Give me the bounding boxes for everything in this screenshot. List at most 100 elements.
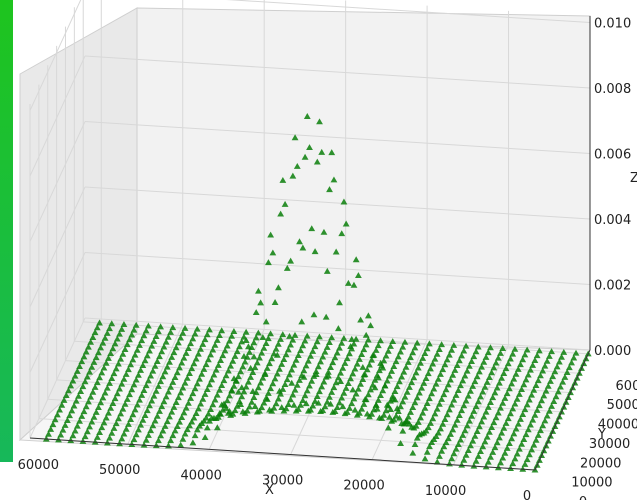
data-point bbox=[272, 400, 280, 407]
data-point bbox=[276, 387, 283, 394]
data-point bbox=[279, 176, 287, 183]
data-point bbox=[259, 374, 267, 381]
data-point bbox=[80, 353, 88, 360]
data-point bbox=[410, 374, 418, 381]
data-point bbox=[336, 299, 343, 306]
data-point bbox=[200, 365, 208, 372]
data-point bbox=[132, 431, 140, 438]
data-point bbox=[178, 359, 186, 366]
data-point bbox=[71, 372, 79, 379]
data-point bbox=[383, 377, 391, 384]
data-point bbox=[149, 422, 157, 429]
x-tick-label: 0 bbox=[523, 489, 531, 500]
data-point bbox=[148, 397, 156, 404]
data-point bbox=[531, 357, 539, 364]
data-point bbox=[85, 343, 92, 350]
data-point bbox=[141, 357, 149, 364]
data-point bbox=[521, 406, 529, 413]
data-point bbox=[483, 433, 491, 440]
data-point bbox=[165, 388, 172, 395]
data-point bbox=[401, 393, 409, 400]
data-point bbox=[490, 419, 498, 426]
data-point bbox=[119, 405, 127, 412]
data-point bbox=[257, 299, 265, 306]
data-point bbox=[511, 455, 519, 462]
data-point bbox=[539, 367, 547, 374]
data-point bbox=[450, 341, 458, 348]
data-point bbox=[544, 382, 552, 389]
data-point bbox=[178, 414, 186, 421]
data-point bbox=[452, 391, 460, 398]
data-point bbox=[82, 348, 90, 355]
data-point bbox=[509, 350, 517, 357]
gridline-z-back bbox=[84, 186, 591, 220]
data-point bbox=[169, 432, 177, 439]
data-point bbox=[255, 287, 262, 294]
data-point bbox=[488, 424, 496, 430]
data-point bbox=[311, 343, 319, 350]
data-point bbox=[470, 353, 478, 360]
data-point bbox=[440, 391, 448, 398]
data-point bbox=[322, 313, 330, 320]
data-point bbox=[495, 379, 503, 386]
data-point bbox=[300, 367, 308, 374]
data-point bbox=[152, 333, 160, 340]
data-point bbox=[469, 437, 477, 444]
data-point bbox=[362, 331, 370, 338]
data-point bbox=[528, 446, 536, 453]
data-point bbox=[288, 366, 296, 373]
data-point bbox=[413, 394, 421, 401]
data-point bbox=[358, 405, 366, 412]
data-point bbox=[352, 335, 360, 342]
data-point bbox=[507, 355, 514, 362]
data-point bbox=[439, 420, 447, 427]
data-point bbox=[407, 354, 414, 361]
data-point bbox=[451, 366, 459, 373]
data-point bbox=[460, 402, 468, 409]
data-point bbox=[454, 387, 462, 394]
data-point bbox=[254, 329, 262, 336]
data-point bbox=[138, 337, 146, 344]
data-point bbox=[291, 331, 299, 338]
data-point bbox=[336, 344, 343, 351]
data-point bbox=[230, 382, 238, 389]
data-point bbox=[449, 371, 457, 378]
data-point bbox=[432, 380, 440, 387]
data-point bbox=[398, 373, 406, 380]
gridline-z-back bbox=[84, 317, 591, 351]
data-point bbox=[228, 332, 236, 339]
data-point bbox=[297, 401, 305, 408]
y-tick-label: 0 bbox=[579, 495, 587, 500]
data-point bbox=[263, 364, 271, 371]
data-point bbox=[150, 337, 158, 344]
z-tick-label: 0.008 bbox=[594, 82, 631, 97]
data-point bbox=[207, 406, 215, 413]
data-point bbox=[440, 443, 448, 450]
data-point bbox=[244, 378, 252, 385]
data-point bbox=[559, 378, 567, 385]
data-point bbox=[236, 343, 243, 350]
data-point bbox=[527, 421, 534, 428]
data-point bbox=[140, 441, 148, 448]
x-axis-line bbox=[29, 437, 536, 471]
data-point bbox=[389, 395, 397, 402]
data-point bbox=[399, 343, 407, 350]
data-point bbox=[125, 366, 132, 373]
data-point bbox=[424, 370, 432, 377]
data-point bbox=[279, 331, 287, 338]
data-point bbox=[484, 349, 492, 356]
data-point bbox=[421, 455, 429, 462]
data-point bbox=[468, 358, 476, 364]
data-point bbox=[99, 394, 107, 401]
data-point bbox=[377, 392, 384, 399]
data-point bbox=[56, 406, 63, 413]
data-point bbox=[57, 431, 65, 438]
data-point bbox=[188, 365, 196, 372]
data-point bbox=[259, 334, 267, 341]
y-tick-label: 20000 bbox=[580, 456, 621, 471]
data-point bbox=[272, 345, 280, 352]
data-point bbox=[118, 325, 126, 332]
data-point bbox=[473, 428, 481, 435]
data-point bbox=[103, 329, 111, 336]
data-point bbox=[363, 410, 371, 417]
